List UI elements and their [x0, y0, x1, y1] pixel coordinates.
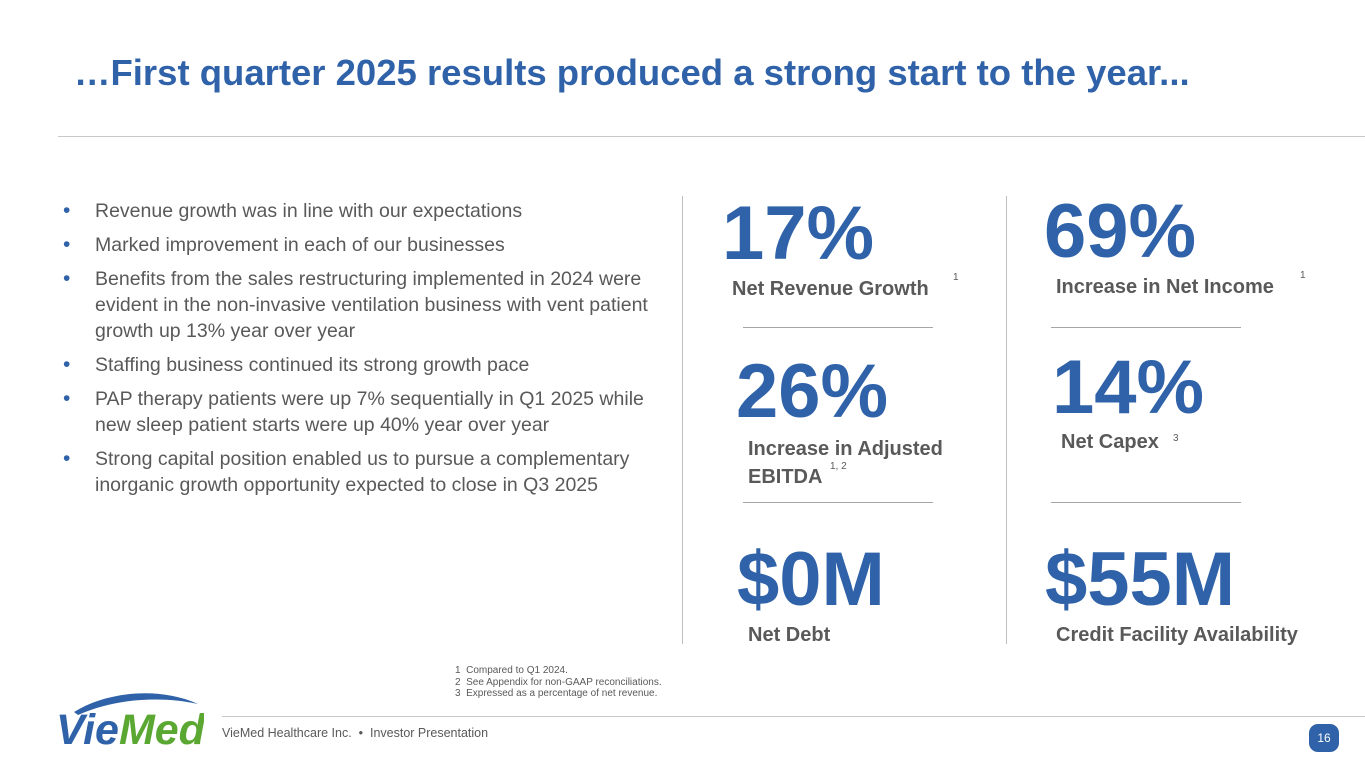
- logo-swoosh-icon: VieMed: [56, 693, 206, 754]
- stat-divider: [743, 502, 933, 503]
- stat-label-line2: EBITDA: [748, 466, 823, 488]
- bullet-item: PAP therapy patients were up 7% sequenti…: [62, 386, 677, 438]
- stat-value: $55M: [1045, 537, 1236, 622]
- stat-label: Net Debt: [748, 624, 831, 646]
- svg-text:VieMed: VieMed: [56, 706, 204, 752]
- stat-label: Net Revenue Growth: [732, 278, 929, 300]
- bullet-item: Strong capital position enabled us to pu…: [62, 446, 677, 498]
- stat-label: Credit Facility Availability: [1056, 624, 1298, 646]
- column-divider-right: [1006, 196, 1007, 644]
- bullet-item: Staffing business continued its strong g…: [62, 352, 677, 378]
- stat-label-line1: Increase in Adjusted: [748, 438, 943, 460]
- footer-divider: [222, 716, 1365, 717]
- stat-value: 69%: [1044, 189, 1197, 274]
- viemed-logo: VieMed: [54, 688, 206, 754]
- slide-title: …First quarter 2025 results produced a s…: [74, 52, 1190, 93]
- stat-value: 26%: [736, 349, 889, 434]
- bullet-item: Benefits from the sales restructuring im…: [62, 266, 677, 344]
- stat-label: Increase in Net Income: [1056, 276, 1274, 298]
- stat-value: $0M: [737, 537, 885, 622]
- footnotes: 1 Compared to Q1 2024. 2 See Appendix fo…: [455, 665, 662, 700]
- bullet-list: Revenue growth was in line with our expe…: [62, 198, 677, 506]
- footnote: 1 Compared to Q1 2024.: [455, 665, 568, 676]
- stat-value: 14%: [1052, 345, 1205, 430]
- footnote-ref: 1, 2: [830, 461, 847, 472]
- stat-label: Net Capex: [1061, 431, 1159, 453]
- page-number-badge: 16: [1309, 724, 1339, 752]
- title-divider: [58, 136, 1365, 137]
- stat-value: 17%: [722, 191, 875, 276]
- footnote-ref: 3: [1173, 433, 1179, 444]
- footnote: 3 Expressed as a percentage of net reven…: [455, 688, 658, 699]
- footnote: 2 See Appendix for non-GAAP reconciliati…: [455, 676, 662, 688]
- stat-divider: [743, 327, 933, 328]
- footnote-ref: 1: [953, 272, 959, 283]
- bullet-item: Revenue growth was in line with our expe…: [62, 198, 677, 224]
- bullet-item: Marked improvement in each of our busine…: [62, 232, 677, 258]
- column-divider-left: [682, 196, 683, 644]
- footer-text: VieMed Healthcare Inc. • Investor Presen…: [222, 726, 489, 740]
- stat-divider: [1051, 502, 1241, 503]
- stat-divider: [1051, 327, 1241, 328]
- footnote-ref: 1: [1300, 270, 1306, 281]
